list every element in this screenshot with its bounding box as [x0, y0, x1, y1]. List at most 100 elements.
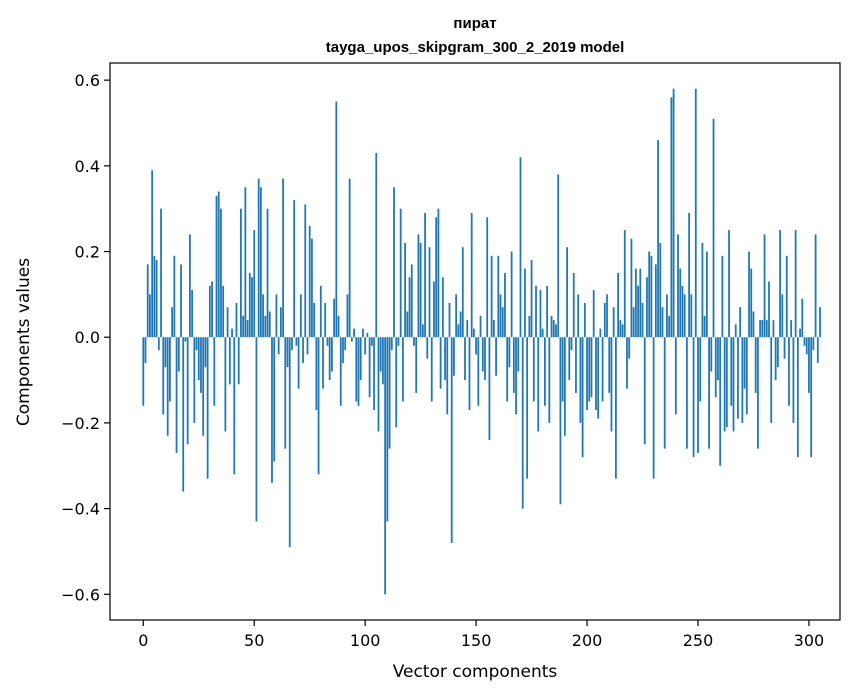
- bar: [410, 264, 413, 338]
- bar: [308, 225, 311, 338]
- y-tick-label: 0.0: [75, 328, 100, 347]
- bar: [450, 337, 453, 543]
- bar: [162, 337, 165, 415]
- bar: [728, 230, 730, 338]
- bar: [550, 315, 553, 338]
- bar: [668, 315, 671, 338]
- bar: [670, 97, 673, 338]
- bar: [182, 337, 185, 492]
- bar: [499, 294, 502, 338]
- bar: [377, 337, 380, 432]
- bar: [169, 337, 171, 402]
- bar: [603, 302, 606, 338]
- bar: [794, 230, 797, 338]
- bar: [517, 337, 520, 372]
- bar: [311, 238, 313, 338]
- bar: [535, 285, 537, 338]
- bar: [257, 178, 260, 338]
- bar: [484, 337, 486, 381]
- bar: [399, 208, 402, 338]
- bar: [628, 337, 631, 359]
- bar: [193, 337, 196, 423]
- bar: [164, 337, 167, 368]
- bar: [235, 302, 238, 338]
- bar: [674, 337, 677, 415]
- bar: [588, 337, 591, 402]
- bar: [754, 337, 757, 393]
- bar: [801, 298, 804, 338]
- bar: [526, 337, 529, 479]
- bar: [524, 268, 526, 338]
- bar: [643, 337, 646, 445]
- bar: [295, 337, 298, 346]
- bar: [583, 302, 586, 338]
- bar: [355, 337, 358, 402]
- chart-title-line1: пират: [453, 15, 496, 32]
- bar: [546, 285, 548, 338]
- bar: [473, 328, 475, 338]
- bar: [268, 311, 271, 338]
- bar: [386, 337, 389, 522]
- bar: [302, 337, 304, 363]
- bar: [233, 337, 236, 475]
- bar: [634, 268, 637, 338]
- bar: [226, 307, 229, 338]
- bar: [291, 337, 293, 351]
- bar: [486, 217, 489, 338]
- bar: [324, 302, 327, 338]
- bar: [745, 337, 748, 415]
- bar: [299, 294, 302, 338]
- bar: [384, 337, 387, 595]
- bar: [220, 208, 222, 338]
- bar: [699, 337, 702, 402]
- bar: [721, 255, 724, 338]
- bar: [561, 337, 564, 402]
- bar: [814, 234, 817, 338]
- bar: [359, 337, 362, 381]
- bar: [541, 328, 544, 338]
- bar: [537, 337, 540, 432]
- bar: [444, 337, 446, 381]
- bar: [501, 307, 504, 338]
- bar: [273, 337, 276, 462]
- bar: [466, 320, 469, 338]
- bar: [255, 337, 258, 522]
- bar: [544, 337, 546, 406]
- bar: [375, 152, 378, 338]
- bar: [566, 247, 568, 338]
- bar: [304, 204, 307, 338]
- bar: [812, 337, 815, 351]
- bar: [688, 212, 691, 338]
- bar: [282, 178, 284, 338]
- bar: [492, 320, 495, 338]
- bar: [619, 320, 622, 338]
- y-tick-label: 0.4: [75, 157, 100, 176]
- bar: [672, 88, 675, 338]
- bar: [677, 234, 679, 338]
- bar: [224, 337, 227, 432]
- bar: [184, 337, 187, 342]
- bar: [419, 242, 422, 338]
- bar: [497, 255, 500, 338]
- bar: [231, 328, 233, 338]
- bar: [563, 337, 566, 436]
- bars-group: [142, 88, 821, 595]
- bar: [490, 255, 493, 338]
- bar: [153, 255, 156, 338]
- bar: [186, 337, 189, 445]
- bar: [776, 337, 779, 368]
- bar: [441, 277, 444, 338]
- bar: [244, 187, 247, 338]
- x-tick-label: 100: [350, 631, 381, 650]
- x-tick-label: 0: [138, 631, 148, 650]
- bar: [335, 101, 338, 338]
- bar: [725, 337, 728, 428]
- bar: [765, 320, 768, 338]
- bar: [288, 337, 291, 548]
- bar: [495, 337, 497, 376]
- bar: [350, 337, 353, 342]
- x-axis-label: Vector components: [393, 662, 558, 682]
- bar: [781, 294, 784, 338]
- bar: [739, 307, 742, 338]
- bar: [705, 251, 708, 338]
